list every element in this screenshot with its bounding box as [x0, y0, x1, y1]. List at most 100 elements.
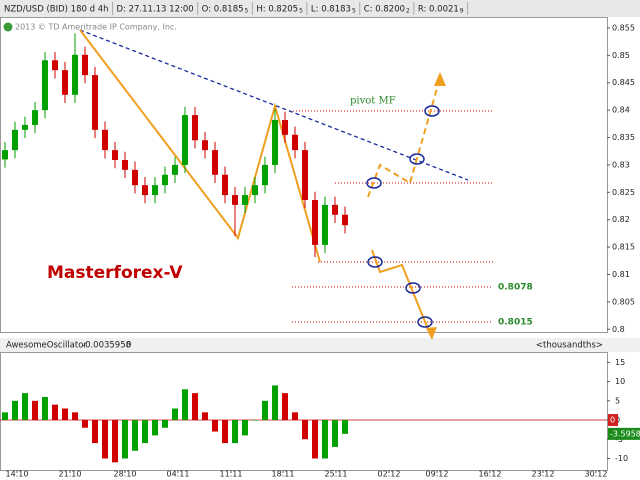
candle-body	[22, 124, 28, 130]
copyright: 2013 © TD Ameritrade IP Company, Inc.	[15, 23, 177, 32]
toolbar-item: O: 0.8185	[202, 5, 244, 15]
y-tick-label: 0.84	[612, 106, 630, 115]
osc-header	[0, 338, 640, 352]
y-tick-label: 0.805	[612, 297, 635, 306]
marker	[405, 282, 421, 294]
projection-up	[367, 77, 441, 198]
toolbar-item: H: 0.8205	[256, 5, 298, 15]
y-tick-label: 0.81	[612, 270, 630, 279]
annotation: pivot MF	[350, 96, 396, 107]
osc-level: 0	[126, 341, 131, 351]
osc-bar	[282, 393, 288, 421]
osc-bar	[172, 408, 178, 421]
candle-body	[122, 159, 128, 170]
annotation: 0.8015	[498, 318, 533, 328]
watermark: Masterforex-V	[47, 263, 183, 283]
pipette: 9	[460, 8, 464, 15]
marker	[409, 153, 425, 165]
osc-bar	[162, 420, 168, 428]
osc-bar	[262, 400, 268, 421]
marker	[367, 256, 383, 268]
candle-body	[152, 185, 158, 196]
x-tick-label: 30.12	[585, 470, 608, 479]
x-tick-label: 21.10	[59, 470, 82, 479]
pipette: 5	[352, 8, 356, 15]
x-tick-label: 02.12	[378, 470, 401, 479]
osc-bar	[142, 420, 148, 444]
x-tick-label: 28.10	[114, 470, 137, 479]
candle-body	[282, 119, 288, 135]
marker	[366, 177, 382, 189]
pipette: 5	[299, 8, 303, 15]
marker	[417, 316, 433, 328]
candle-body	[262, 164, 268, 186]
candle-body	[322, 204, 328, 245]
candle-body	[142, 185, 148, 196]
candle-body	[312, 199, 318, 245]
projection-down	[371, 249, 431, 335]
pipette: 5	[245, 8, 249, 15]
arrow-down	[426, 327, 437, 340]
osc-bar	[222, 420, 228, 444]
osc-bar	[82, 420, 88, 428]
candle-body	[332, 204, 338, 215]
osc-current: -0.0035958	[82, 341, 131, 351]
y-tick-label: 15	[615, 358, 625, 367]
osc-bar	[272, 385, 278, 421]
candle-body	[232, 195, 238, 205]
osc-bar	[92, 420, 98, 444]
x-tick-label: 25.11	[325, 470, 348, 479]
candle-body	[2, 150, 8, 160]
y-tick-label: 0.845	[612, 78, 635, 87]
y-tick-label: 0.835	[612, 133, 635, 142]
osc-bar	[132, 420, 138, 451]
candle-body	[292, 134, 298, 151]
osc-pane	[0, 352, 608, 471]
last-value: -3.5958	[610, 429, 640, 438]
price-pane	[0, 17, 608, 333]
candle-body	[192, 115, 198, 141]
zigzag	[79, 29, 321, 263]
candle-body	[82, 54, 88, 76]
osc-bar	[182, 389, 188, 421]
osc-bar	[2, 412, 8, 421]
candle-body	[302, 150, 308, 200]
osc-bar	[42, 396, 48, 421]
annotation: 0.8078	[498, 283, 533, 293]
osc-bar	[102, 420, 108, 459]
osc-bar	[242, 420, 248, 436]
toolbar-item: R: 0.0021	[418, 5, 459, 15]
candle-body	[222, 174, 228, 196]
osc-bar	[212, 420, 218, 432]
candle-body	[62, 70, 68, 95]
osc-bar	[302, 420, 308, 440]
y-tick-label: 0.855	[612, 23, 635, 32]
y-tick-label: 0.8	[612, 325, 625, 334]
y-tick-label: 0.825	[612, 188, 635, 197]
x-tick-label: 04.11	[167, 470, 190, 479]
osc-bar	[122, 420, 128, 459]
toolbar-item: L: 0.8183	[311, 5, 351, 15]
marker	[424, 105, 440, 117]
candle-body	[12, 129, 18, 151]
y-tick-label: 0.83	[612, 160, 630, 169]
osc-bar	[192, 393, 198, 421]
y-tick-label: 10	[615, 377, 625, 386]
candle-body	[212, 150, 218, 175]
trend-line	[79, 29, 469, 181]
candle-body	[112, 150, 118, 160]
x-tick-label: 18.11	[272, 470, 295, 479]
level-label: 0	[610, 416, 615, 425]
osc-bar	[52, 404, 58, 421]
osc-bar	[292, 412, 298, 421]
toolbar	[0, 0, 640, 17]
x-tick-label: 16.12	[479, 470, 502, 479]
logo	[3, 22, 13, 32]
osc-bar	[252, 420, 258, 421]
toolbar-item: NZD/USD (BID) 180 d 4h	[4, 5, 109, 15]
osc-bar	[322, 420, 328, 459]
candle-body	[42, 60, 48, 111]
pipette: 2	[406, 8, 410, 15]
